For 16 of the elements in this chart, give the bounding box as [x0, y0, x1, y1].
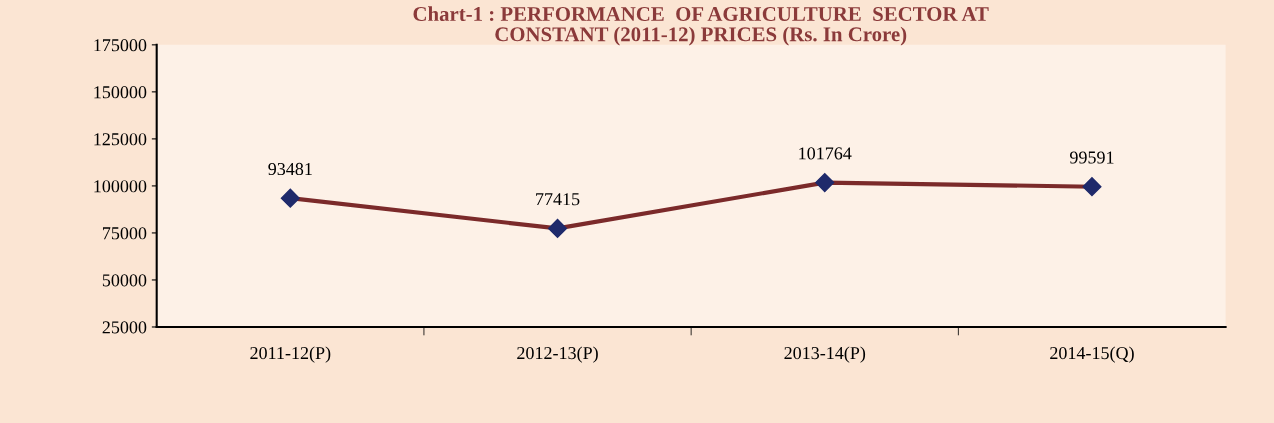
y-tick-label: 175000 — [94, 39, 147, 52]
y-tick-label: 100000 — [94, 180, 147, 193]
data-label: 77415 — [536, 193, 580, 206]
x-tick-label: 2013-14(P) — [784, 346, 866, 363]
x-tick-label: 2012-13(P) — [517, 346, 598, 363]
data-label: 93481 — [268, 162, 312, 176]
x-tick-label: 2014-15(Q) — [1050, 346, 1134, 363]
y-tick-label: 125000 — [94, 133, 147, 146]
y-tick-label: 150000 — [94, 86, 147, 99]
y-tick-label: 50000 — [102, 274, 147, 287]
x-tick-label: 2011-12(P) — [250, 346, 331, 363]
chart-title: Chart-1 : PERFORMANCE OF AGRICULTURE SECTOR AT CONSTANT (2011-12) PRICES (Rs. In Crore) — [413, 6, 989, 46]
data-label: 101764 — [799, 147, 852, 160]
y-tick-label: 75000 — [103, 227, 147, 240]
y-tick-label: 25000 — [102, 321, 147, 334]
data-label: 99591 — [1069, 151, 1114, 164]
